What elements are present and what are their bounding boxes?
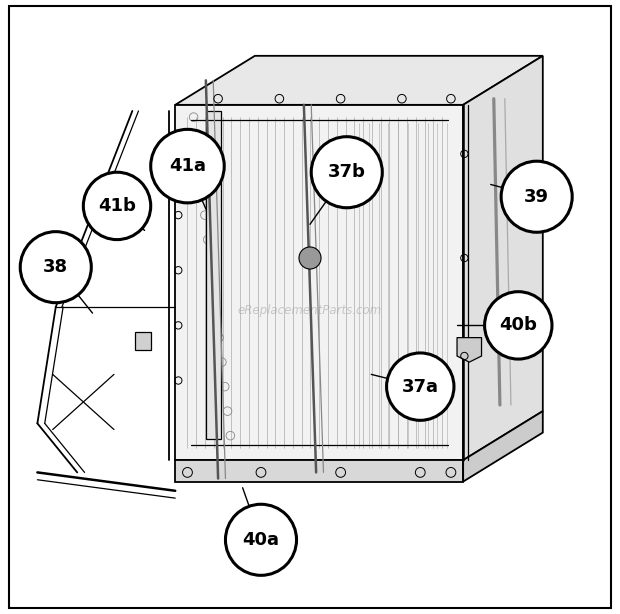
Polygon shape — [175, 105, 463, 460]
Circle shape — [151, 130, 224, 203]
Polygon shape — [463, 56, 542, 460]
Text: 40a: 40a — [242, 530, 280, 549]
Circle shape — [20, 231, 91, 303]
Polygon shape — [175, 460, 463, 481]
Text: 37b: 37b — [328, 163, 366, 181]
Text: 37a: 37a — [402, 378, 439, 395]
Circle shape — [226, 504, 296, 575]
Circle shape — [485, 292, 552, 359]
Text: 38: 38 — [43, 258, 68, 276]
Text: 40b: 40b — [499, 316, 537, 335]
Text: eReplacementParts.com: eReplacementParts.com — [238, 303, 382, 317]
Polygon shape — [135, 332, 151, 350]
Polygon shape — [206, 111, 221, 439]
Circle shape — [311, 137, 383, 208]
Polygon shape — [175, 56, 542, 105]
Circle shape — [501, 161, 572, 232]
Text: 41b: 41b — [98, 197, 136, 215]
Text: 41a: 41a — [169, 157, 206, 175]
Polygon shape — [457, 338, 482, 362]
Polygon shape — [463, 411, 542, 481]
Text: 39: 39 — [524, 188, 549, 206]
Circle shape — [387, 353, 454, 421]
Circle shape — [83, 172, 151, 239]
Circle shape — [299, 247, 321, 269]
